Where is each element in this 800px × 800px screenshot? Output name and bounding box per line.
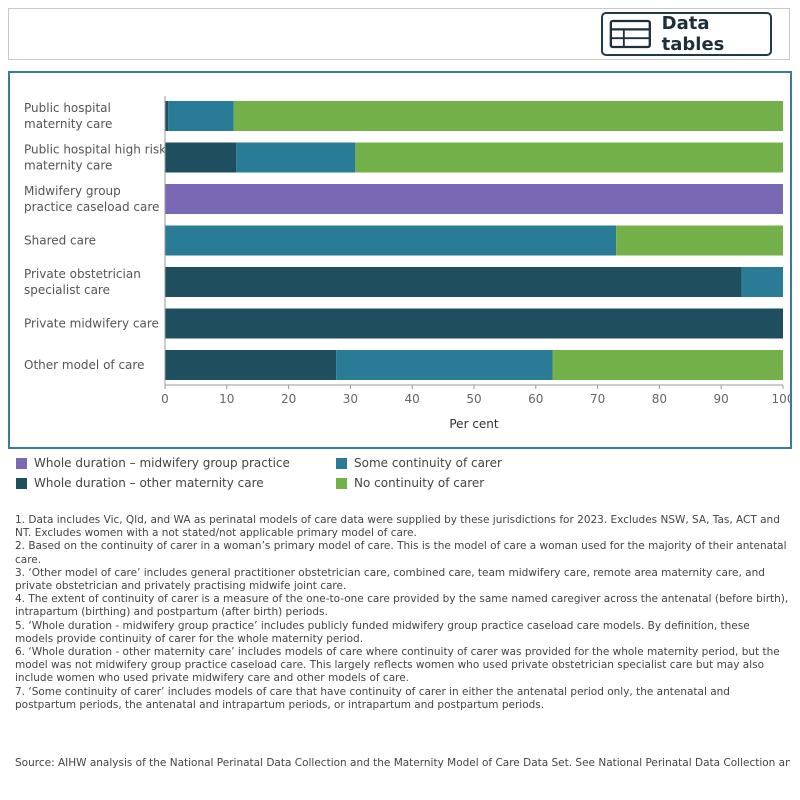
bar-segment xyxy=(165,267,742,297)
bar-segment xyxy=(165,350,337,380)
bar-segment xyxy=(552,350,783,380)
bar-segment xyxy=(336,350,553,380)
x-tick-label: 40 xyxy=(405,392,420,406)
footnote: 6. ‘Whole duration - other maternity car… xyxy=(15,646,780,685)
legend-label: Some continuity of carer xyxy=(354,456,502,470)
footnote: 3. ‘Other model of care’ includes genera… xyxy=(15,566,765,593)
legend-item: Whole duration – other maternity care xyxy=(16,476,264,490)
legend-swatch xyxy=(16,477,27,489)
category-label: Other model of care xyxy=(24,358,144,372)
bar-segment xyxy=(233,101,783,131)
category-label: Private midwifery care xyxy=(24,317,159,331)
x-tick-label: 70 xyxy=(590,392,605,406)
footnote: 5. ‘Whole duration - midwifery group pra… xyxy=(15,619,750,645)
category-label: Public hospital maternity care xyxy=(24,101,112,131)
category-label: Public hospital high risk maternity care xyxy=(24,143,166,173)
bar-segment xyxy=(616,225,783,256)
bar-segment xyxy=(168,101,234,131)
legend-item: Whole duration – midwifery group practic… xyxy=(16,456,290,470)
footnote: 4. The extent of continuity of carer is … xyxy=(15,593,789,619)
bar-segment xyxy=(236,142,356,173)
bar-segment xyxy=(741,267,783,297)
bar-segment xyxy=(165,308,783,339)
legend-item: No continuity of carer xyxy=(336,476,484,490)
legend-item: Some continuity of carer xyxy=(336,456,502,470)
data-tables-button[interactable]: Data tables xyxy=(601,12,772,56)
data-tables-label: Data tables xyxy=(661,13,725,55)
bar-segment xyxy=(355,142,783,173)
chart-frame: Public hospital maternity care Public hosp… xyxy=(8,71,792,449)
legend-swatch xyxy=(336,457,347,469)
x-tick-label: 60 xyxy=(528,392,543,406)
legend-label: Whole duration – midwifery group practic… xyxy=(34,456,290,470)
x-tick-label: 100 xyxy=(772,392,790,406)
footnotes: 1. Data includes Vic, Qld, and WA as per… xyxy=(15,514,790,712)
footnote: 7. ‘Some continuity of carer’ includes m… xyxy=(15,685,730,711)
x-tick-label: 50 xyxy=(466,392,481,406)
x-tick-label: 10 xyxy=(219,392,234,406)
legend-label: No continuity of carer xyxy=(354,476,485,490)
bar-segment xyxy=(165,225,617,256)
legend-swatch xyxy=(16,457,27,469)
x-tick-label: 90 xyxy=(714,392,729,406)
source-note: Source: AIHW analysis of the National Pe… xyxy=(15,757,790,769)
x-tick-label: 30 xyxy=(343,392,358,406)
x-tick-label: 80 xyxy=(652,392,667,406)
stacked-bar-chart: Public hospital maternity care Public hosp… xyxy=(24,96,790,431)
x-tick-label: 0 xyxy=(161,392,169,406)
bar-segment xyxy=(165,101,169,131)
bar-segment xyxy=(165,184,783,214)
bar-segment xyxy=(165,142,237,173)
table-icon xyxy=(609,19,651,49)
legend-swatch xyxy=(336,477,347,489)
footnote: 1. Data includes Vic, Qld, and WA as per… xyxy=(15,514,780,540)
x-axis-title: Per cent xyxy=(449,417,499,431)
category-label: Shared care xyxy=(24,234,96,248)
chart-legend: Whole duration – midwifery group practic… xyxy=(16,456,776,500)
footnote: 2. Based on the continuity of carer in a… xyxy=(15,540,787,566)
category-label: Midwifery group practice caseload care xyxy=(24,184,159,214)
legend-label: Whole duration – other maternity care xyxy=(34,476,264,490)
category-label: Private obstetrician specialist care xyxy=(24,267,141,297)
x-tick-label: 20 xyxy=(281,392,296,406)
